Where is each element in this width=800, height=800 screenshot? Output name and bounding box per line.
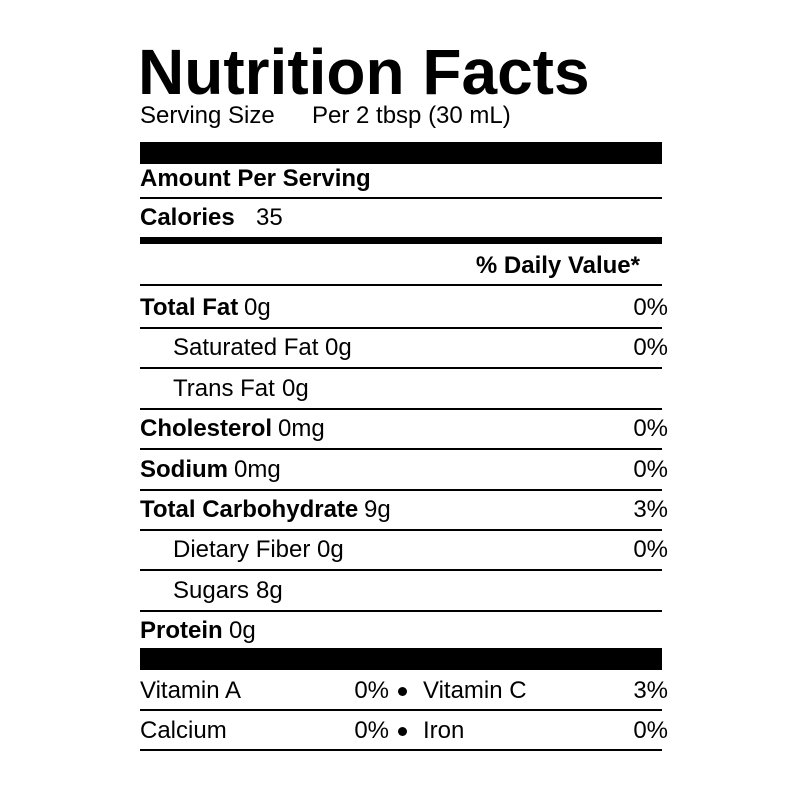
nutrient-amount: 0g — [317, 536, 344, 564]
bullet — [398, 727, 407, 736]
nutrient-amount: 0mg — [234, 455, 281, 483]
rule — [140, 609, 662, 612]
nutrient-amount: 0g — [325, 334, 352, 362]
vitamin-name: Iron — [423, 717, 465, 744]
daily-value-header: % Daily Value* — [475, 252, 640, 279]
vitamin-dv: 0% — [633, 717, 668, 744]
nutrient-dv: 0% — [633, 294, 668, 321]
nutrient-dv: 0% — [633, 455, 668, 483]
nutrient-amount: 0g — [282, 374, 309, 402]
rule — [140, 448, 662, 451]
serving-value: Per 2 tbsp (30 mL) — [312, 102, 511, 129]
vitamin-name: Vitamin A — [140, 677, 241, 704]
rule — [140, 327, 662, 329]
nutrient-name: Sodium — [140, 455, 228, 483]
thick-rule — [140, 648, 662, 670]
nutrient-name: Dietary Fiber — [173, 536, 311, 564]
nutrient-name: Sugars — [173, 576, 250, 604]
nutrient-name: Saturated Fat — [173, 334, 319, 362]
nutrient-name: Trans Fat — [173, 374, 275, 402]
rule — [140, 488, 662, 491]
bullet — [398, 687, 407, 696]
nutrient-dv: 0% — [633, 415, 668, 443]
nutrient-name: Total Carbohydrate — [140, 496, 359, 523]
nutrient-dv: 0% — [633, 536, 668, 564]
calories-value: 35 — [256, 204, 283, 231]
nutrient-amount: 0mg — [278, 415, 325, 443]
vitamin-dv: 0% — [354, 677, 389, 704]
rule — [140, 367, 662, 370]
nutrient-name: Total Fat — [140, 294, 239, 321]
vitamin-dv: 0% — [354, 717, 389, 744]
nutrient-amount: 8g — [256, 576, 283, 604]
vitamin-dv: 3% — [633, 677, 668, 704]
title: Nutrition Facts — [138, 36, 590, 108]
rule — [140, 569, 662, 572]
amount-header: Amount Per Serving — [140, 165, 371, 192]
thick-rule — [140, 142, 662, 164]
rule — [140, 284, 662, 286]
rule — [140, 709, 662, 711]
nutrient-amount: 0g — [229, 617, 256, 645]
vitamin-name: Vitamin C — [423, 677, 527, 704]
nutrient-amount: 0g — [244, 294, 271, 321]
medium-rule — [140, 237, 662, 244]
nutrient-name: Protein — [140, 617, 223, 645]
nutrient-name: Cholesterol — [140, 415, 273, 443]
rule — [140, 407, 662, 410]
nutrient-dv: 3% — [633, 496, 668, 523]
nutrient-dv: 0% — [633, 334, 668, 362]
vitamin-name: Calcium — [140, 717, 227, 744]
calories-label: Calories — [140, 204, 235, 231]
rule — [140, 749, 662, 751]
nutrient-amount: 9g — [364, 496, 391, 523]
serving-label: Serving Size — [140, 102, 275, 129]
rule — [140, 197, 662, 199]
rule — [140, 529, 662, 531]
